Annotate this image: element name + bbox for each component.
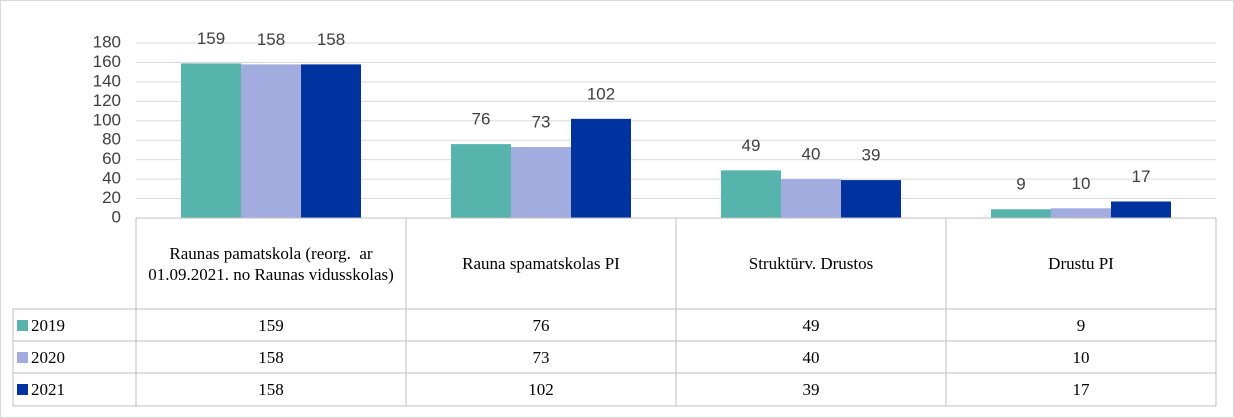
- data-label: 158: [257, 30, 285, 49]
- data-label: 49: [742, 136, 761, 155]
- bar: [721, 170, 781, 218]
- data-label: 9: [1016, 175, 1025, 194]
- table-value: 40: [802, 347, 820, 367]
- y-tick-label: 0: [112, 207, 121, 226]
- data-label: 159: [197, 29, 225, 48]
- bar: [841, 180, 901, 218]
- table-value: 158: [258, 380, 284, 399]
- data-label: 73: [532, 113, 551, 132]
- legend-key: [17, 384, 28, 395]
- y-tick-label: 60: [102, 149, 121, 168]
- bar: [451, 144, 511, 218]
- bar: [511, 147, 571, 218]
- category-label: Raunas pamatskola (reorg. ar 01.09.2021.…: [148, 243, 394, 284]
- table-value: 9: [1076, 315, 1086, 335]
- table-value: 39: [802, 380, 820, 399]
- bar: [301, 64, 361, 218]
- y-tick-label: 40: [102, 169, 121, 188]
- y-tick-label: 120: [93, 91, 121, 110]
- data-label: 102: [587, 84, 615, 103]
- category-label: Rauna spamatskolas PI: [462, 254, 620, 273]
- table-value: 10: [1072, 347, 1090, 367]
- legend-label: 2021: [31, 380, 65, 399]
- bar: [1051, 208, 1111, 218]
- legend-cell: 2019: [13, 309, 136, 341]
- data-label: 40: [802, 145, 821, 164]
- y-tick-label: 160: [93, 52, 121, 71]
- legend-cell: 2020: [13, 341, 136, 373]
- y-tick-label: 20: [102, 188, 121, 207]
- data-label: 17: [1132, 167, 1151, 186]
- legend-label: 2019: [31, 315, 65, 335]
- data-label: 10: [1072, 174, 1091, 193]
- data-label: 39: [862, 146, 881, 165]
- bar: [241, 64, 301, 218]
- y-tick-label: 140: [93, 71, 121, 90]
- table-value: 76: [532, 315, 550, 335]
- table-value: 102: [528, 380, 554, 399]
- legend-cell: 2021: [13, 373, 136, 406]
- table-value: 49: [802, 315, 820, 335]
- legend-key: [17, 319, 28, 331]
- bar: [571, 118, 631, 218]
- y-tick-label: 180: [93, 32, 121, 51]
- table-value: 17: [1072, 380, 1090, 399]
- category-label: Drustu PI: [1048, 254, 1114, 273]
- bar: [1111, 201, 1171, 218]
- table-value: 158: [258, 347, 284, 367]
- data-label: 76: [472, 110, 491, 129]
- bar: [991, 209, 1051, 218]
- table-value: 73: [532, 347, 550, 367]
- data-label: 158: [317, 30, 345, 49]
- bar: [781, 179, 841, 218]
- legend-key: [17, 351, 28, 363]
- bar: [181, 63, 241, 218]
- table-value: 159: [258, 315, 284, 335]
- category-label: Struktūrv. Drustos: [748, 254, 874, 273]
- legend-label: 2020: [31, 347, 65, 367]
- y-tick-label: 100: [93, 110, 121, 129]
- y-tick-label: 80: [102, 130, 121, 149]
